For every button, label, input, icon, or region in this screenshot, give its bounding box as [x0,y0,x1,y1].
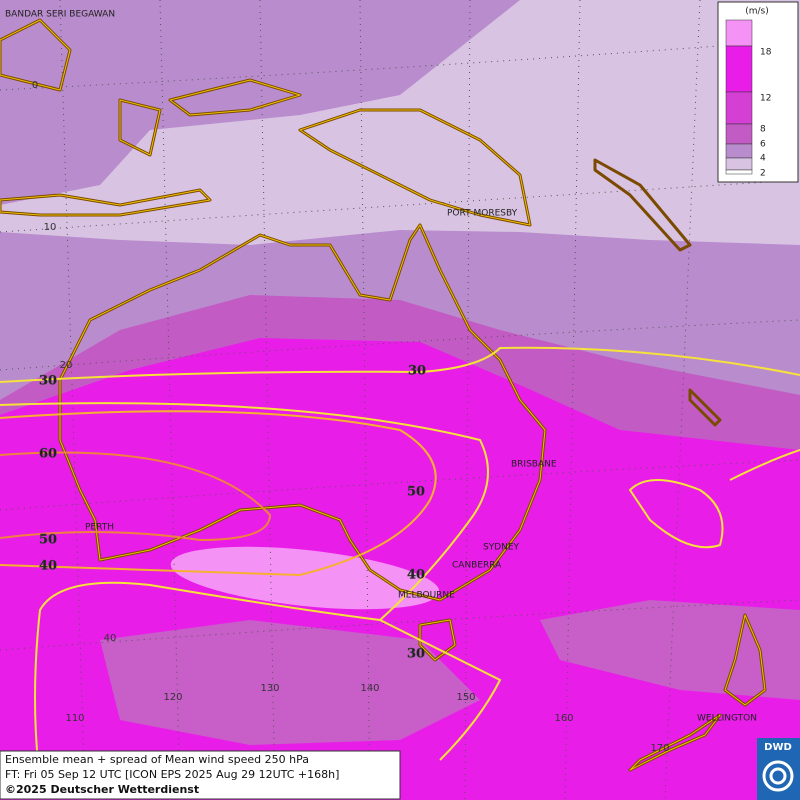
legend: (m/s) 18 12 8 6 4 2 [717,1,799,183]
contour-label: 50 [39,533,57,548]
legend-label: 18 [760,48,772,58]
logo: DWD [757,738,800,800]
legend-label: 2 [760,169,766,179]
shade-2-4 [0,0,800,245]
footer-copyright: ©2025 Deutscher Wetterdienst [5,783,199,796]
legend-label: 8 [760,125,766,135]
longitude-label: 160 [554,713,573,724]
logo-text: DWD [764,742,792,753]
contours [0,346,800,781]
latitude-label: 40 [104,633,117,644]
contour-label: 40 [407,568,425,583]
legend-label: 4 [760,154,766,164]
city-label: BANDAR SERI BEGAWAN [5,10,115,20]
contour-label: 30 [407,647,425,662]
longitude-label: 140 [360,683,379,694]
shade-18-plus [170,546,440,610]
legend-unit: (m/s) [745,7,769,17]
longitude-label: 110 [65,713,84,724]
city-label: CANBERRA [452,561,502,571]
shade-8-12 [540,600,800,700]
footer-title: Ensemble mean + spread of Mean wind spee… [5,753,309,766]
city-label: MELBOURNE [398,591,455,601]
longitude-label: 150 [456,692,475,703]
contour-label: 30 [408,364,426,379]
city-label: PORT MORESBY [447,209,518,219]
coastlines [0,18,767,772]
contour-label: 30 [39,374,57,389]
city-label: BRISBANE [511,460,557,470]
latitude-label: 20 [60,360,73,371]
latitude-label: 10 [44,222,57,233]
city-label: SYDNEY [483,543,520,553]
city-label: WELLINGTON [697,714,757,724]
longitude-label: 130 [260,683,279,694]
latitude-label: 0 [32,80,38,91]
longitude-label: 120 [163,692,182,703]
contour-label: 40 [39,559,57,574]
shade-8-12 [100,620,480,745]
legend-label: 12 [760,94,771,104]
contour-label: 50 [407,485,425,500]
longitude-label: 170 [650,743,669,754]
legend-label: 6 [760,140,766,150]
footer-forecast: FT: Fri 05 Sep 12 UTC [ICON EPS 2025 Aug… [5,768,339,781]
city-label: PERTH [85,523,114,533]
footer-box [0,750,401,800]
contour-label: 60 [39,447,57,462]
